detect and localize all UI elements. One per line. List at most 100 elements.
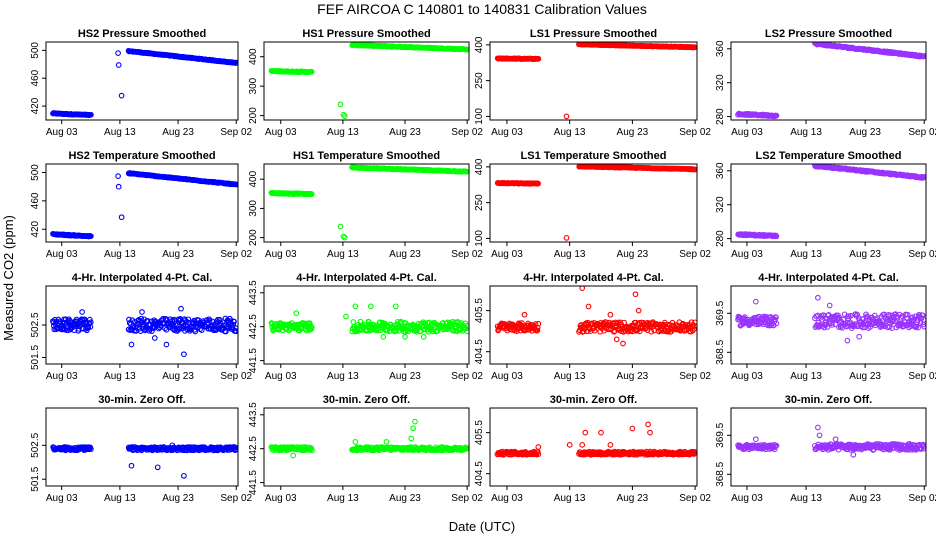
panel-grid: HS2 Pressure Smoothed Aug 03 Aug 13 Aug 23 S…	[30, 28, 936, 504]
outlier-point	[352, 303, 359, 310]
data-point	[308, 69, 315, 75]
outlier-point	[607, 442, 614, 448]
outlier-point	[151, 335, 158, 341]
panel-frame	[730, 163, 927, 243]
data-point	[308, 324, 315, 331]
panel-title: 30-min. Zero Off.	[98, 394, 185, 406]
panel-ls1-row0: LS1 Pressure Smoothed Aug 03 Aug 13 Aug 23 S…	[474, 28, 711, 138]
outlier-point	[563, 235, 570, 241]
y-tick-label: 400	[248, 48, 259, 65]
outlier-point	[352, 439, 359, 445]
data-point	[233, 328, 238, 335]
data-point	[692, 44, 697, 51]
x-tick-label: Aug 03	[265, 127, 297, 138]
data-point	[829, 322, 835, 328]
y-tick-label: 250	[474, 194, 485, 211]
x-tick-label: Sep 02	[908, 249, 936, 260]
panel-title: 30-min. Zero Off.	[550, 394, 637, 406]
panel-frame	[489, 407, 698, 487]
outlier-point	[340, 111, 347, 118]
data-point	[464, 445, 469, 452]
data-points	[735, 42, 926, 120]
panel-frame	[263, 285, 470, 365]
panel-title: 30-min. Zero Off.	[323, 394, 410, 406]
data-point	[464, 328, 469, 335]
y-tick-label: 441.5	[248, 470, 259, 495]
outlier-point	[585, 303, 592, 310]
x-tick-label: Sep 02	[679, 127, 711, 138]
y-tick-label: 368.5	[715, 339, 726, 364]
panel-hs1-row2: 4-Hr. Interpolated 4-Pt. Cal. Aug 03 Aug 1…	[248, 272, 483, 382]
outlier-point	[115, 173, 121, 179]
data-points	[50, 442, 238, 479]
data-point	[519, 320, 525, 326]
outlier-point	[340, 233, 347, 240]
data-point	[393, 328, 399, 334]
x-tick-label: Aug 23	[162, 371, 194, 382]
outlier-point	[856, 333, 863, 340]
panel-title: 4-Hr. Interpolated 4-Pt. Cal.	[523, 272, 664, 284]
data-point	[773, 442, 780, 449]
figure-title: FEF AIRCOA C 140801 to 140831 Calibratio…	[317, 1, 647, 17]
x-tick-label: Aug 23	[162, 493, 194, 504]
panel-title: HS1 Pressure Smoothed	[302, 28, 430, 40]
panel-title: LS2 Pressure Smoothed	[765, 28, 892, 40]
x-tick-label: Aug 23	[389, 493, 421, 504]
data-point	[227, 318, 234, 324]
data-point	[921, 174, 926, 180]
panel-ls2-row1: LS2 Temperature Smoothed Aug 03 Aug 13 Aug …	[715, 150, 936, 260]
data-point	[535, 320, 542, 327]
data-point	[921, 53, 926, 59]
x-tick-label: Aug 03	[491, 371, 523, 382]
data-point	[773, 320, 780, 327]
data-points	[268, 42, 469, 120]
panel-frame	[730, 285, 927, 365]
outlier-point	[410, 425, 416, 432]
y-tick-label: 404.5	[474, 461, 485, 486]
panel-title: LS2 Temperature Smoothed	[756, 150, 902, 162]
outlier-point	[343, 313, 349, 320]
outlier-point	[563, 113, 570, 120]
data-points	[268, 303, 469, 340]
data-point	[309, 447, 315, 454]
data-point	[692, 449, 697, 455]
data-point	[350, 319, 357, 325]
outlier-point	[115, 62, 122, 68]
outlier-point	[566, 442, 573, 448]
y-tick-label: 100	[474, 230, 485, 247]
data-point	[232, 325, 238, 331]
outlier-point	[79, 309, 85, 315]
x-tick-label: Aug 23	[849, 127, 881, 138]
y-tick-label: 501.5	[30, 345, 41, 370]
outlier-point	[181, 472, 187, 479]
x-tick-label: Sep 02	[908, 493, 936, 504]
data-points	[50, 47, 238, 119]
outlier-point	[402, 334, 408, 340]
panel-ls2-row0: LS2 Pressure Smoothed Aug 03 Aug 13 Aug 23 S…	[715, 28, 936, 138]
x-tick-label: Sep 02	[908, 371, 936, 382]
outlier-point	[181, 351, 187, 358]
x-tick-label: Aug 13	[327, 371, 359, 382]
panel-frame	[45, 41, 239, 121]
outlier-point	[128, 462, 135, 469]
x-tick-label: Aug 03	[265, 493, 297, 504]
outlier-point	[408, 435, 415, 442]
data-point	[226, 315, 233, 322]
panel-frame	[489, 41, 698, 121]
y-tick-label: 369.5	[715, 300, 726, 325]
outlier-point	[632, 291, 639, 298]
y-tick-label: 404.5	[474, 339, 485, 364]
x-tick-label: Aug 03	[491, 249, 523, 260]
panel-title: 4-Hr. Interpolated 4-Pt. Cal.	[296, 272, 437, 284]
panel-title: 30-min. Zero Off.	[785, 394, 872, 406]
x-tick-label: Sep 02	[451, 493, 483, 504]
data-points	[50, 170, 238, 240]
x-tick-label: Sep 02	[220, 371, 252, 382]
data-points	[494, 421, 697, 458]
x-tick-label: Aug 13	[327, 127, 359, 138]
y-tick-label: 405.5	[474, 298, 485, 323]
y-tick-label: 441.5	[248, 348, 259, 373]
x-axis-label: Date (UTC)	[449, 519, 515, 534]
y-tick-label: 443.5	[248, 280, 259, 305]
outlier-point	[290, 452, 297, 459]
